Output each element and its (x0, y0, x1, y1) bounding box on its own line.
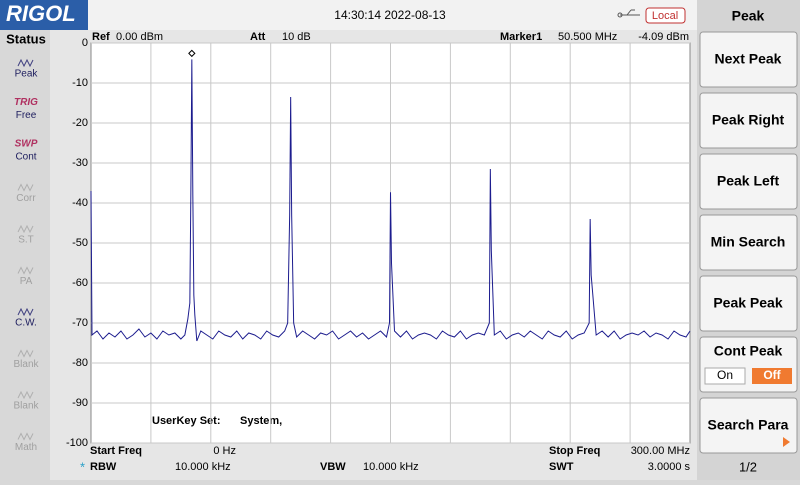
status-icon (17, 432, 34, 441)
y-tick-label: -80 (72, 357, 88, 369)
status-top: TRIG (14, 97, 38, 108)
logo: RIGOL (6, 1, 76, 26)
menu-page: 1/2 (739, 459, 757, 474)
softkey[interactable] (699, 31, 798, 88)
softkey[interactable] (699, 214, 798, 271)
softkey[interactable] (699, 275, 798, 332)
status-label: Blank (13, 359, 39, 370)
rbw-label: RBW (90, 461, 117, 473)
y-tick-label: 0 (82, 37, 88, 49)
header-bar (0, 0, 697, 30)
status-label: Math (15, 442, 37, 453)
userkey-value: System, (240, 415, 282, 427)
y-tick-label: -100 (66, 437, 88, 449)
softkey[interactable] (699, 153, 798, 210)
status-icon (17, 224, 34, 234)
softkey[interactable] (699, 397, 798, 454)
softkey-label: Peak Left (717, 173, 780, 189)
status-label: Cont (15, 152, 36, 163)
ref-label: Ref (92, 31, 110, 43)
softkey-label: Min Search (711, 234, 786, 250)
marker-freq: 50.500 MHz (558, 31, 617, 43)
status-icon (17, 390, 34, 400)
ref-value: 0.00 dBm (116, 31, 163, 43)
status-label: Free (16, 110, 37, 121)
menu-title: Peak (732, 8, 765, 24)
status-label: PA (20, 276, 33, 287)
rbw-flag: * (80, 459, 85, 474)
toggle-off[interactable] (752, 368, 792, 384)
marker-level: -4.09 dBm (638, 31, 689, 43)
softkey-label: Peak Right (712, 112, 785, 128)
softkey-label: Peak Peak (713, 295, 782, 311)
y-tick-label: -60 (72, 277, 88, 289)
marker (188, 49, 196, 58)
status-icon (17, 349, 34, 358)
usb-icon (617, 9, 640, 18)
status-icon (17, 307, 34, 317)
status-label: Peak (15, 69, 39, 80)
status-icon (17, 183, 34, 192)
softkey-label: Cont Peak (714, 343, 783, 359)
toggle-on-label: On (717, 368, 733, 382)
y-tick-label: -30 (72, 157, 88, 169)
y-tick-label: -20 (72, 117, 88, 129)
local-badge (645, 7, 686, 24)
status-top: SWP (15, 139, 38, 150)
submenu-arrow (783, 437, 790, 447)
status-title: Status (6, 31, 46, 46)
trace (90, 59, 691, 342)
softkey-label: Search Para (708, 417, 789, 433)
status-label: Corr (16, 193, 36, 204)
vbw-value: 10.000 kHz (363, 461, 419, 473)
swt-value: 3.0000 s (648, 461, 691, 473)
y-tick-label: -50 (72, 237, 88, 249)
start-label: Start Freq (90, 445, 142, 457)
stop-label: Stop Freq (549, 445, 600, 457)
att-value: 10 dB (282, 31, 311, 43)
y-tick-label: -10 (72, 77, 88, 89)
vbw-label: VBW (320, 461, 346, 473)
local-text: Local (652, 10, 678, 22)
datetime: 14:30:14 2022-08-13 (334, 8, 446, 22)
userkey-label: UserKey Set: (152, 415, 220, 427)
status-label: Blank (13, 401, 39, 412)
toggle-on[interactable] (704, 367, 746, 385)
y-tick-label: -90 (72, 397, 88, 409)
marker-label: Marker1 (500, 31, 542, 43)
status-icon (17, 58, 34, 68)
status-label: C.W. (15, 318, 37, 329)
logo-bg (0, 0, 88, 30)
y-tick-label: -40 (72, 197, 88, 209)
start-value: 0 Hz (213, 445, 236, 457)
status-icon (17, 266, 34, 275)
status-label: S.T (18, 235, 34, 246)
toggle-off-label: Off (763, 368, 781, 382)
swt-label: SWT (549, 461, 574, 473)
att-label: Att (250, 31, 266, 43)
y-tick-label: -70 (72, 317, 88, 329)
softkey-label: Next Peak (715, 51, 782, 67)
rbw-value: 10.000 kHz (175, 461, 231, 473)
stop-value: 300.00 MHz (631, 445, 690, 457)
softkey[interactable] (699, 92, 798, 149)
